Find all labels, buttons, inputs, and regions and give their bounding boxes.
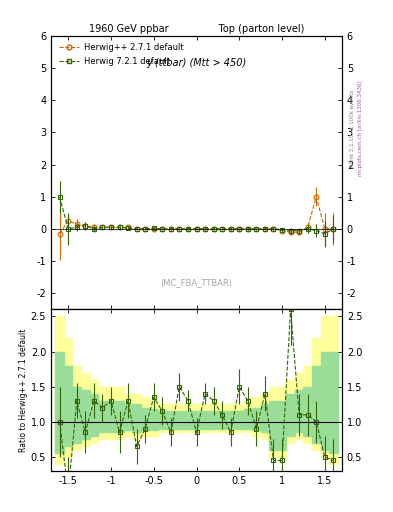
Text: mcplots.cern.ch [arXiv:1306.3436]: mcplots.cern.ch [arXiv:1306.3436]	[358, 80, 363, 176]
Text: Rivet 3.1.10, ≥ 100k events: Rivet 3.1.10, ≥ 100k events	[350, 90, 355, 166]
Text: (MC_FBA_TTBAR): (MC_FBA_TTBAR)	[160, 279, 233, 288]
Y-axis label: Ratio to Herwig++ 2.7.1 default: Ratio to Herwig++ 2.7.1 default	[19, 329, 28, 452]
Title: 1960 GeV ppbar                Top (parton level): 1960 GeV ppbar Top (parton level)	[89, 24, 304, 34]
Text: y (ttbar) (Mtt > 450): y (ttbar) (Mtt > 450)	[146, 58, 247, 68]
Legend: Herwig++ 2.7.1 default, Herwig 7.2.1 default: Herwig++ 2.7.1 default, Herwig 7.2.1 def…	[55, 40, 187, 69]
